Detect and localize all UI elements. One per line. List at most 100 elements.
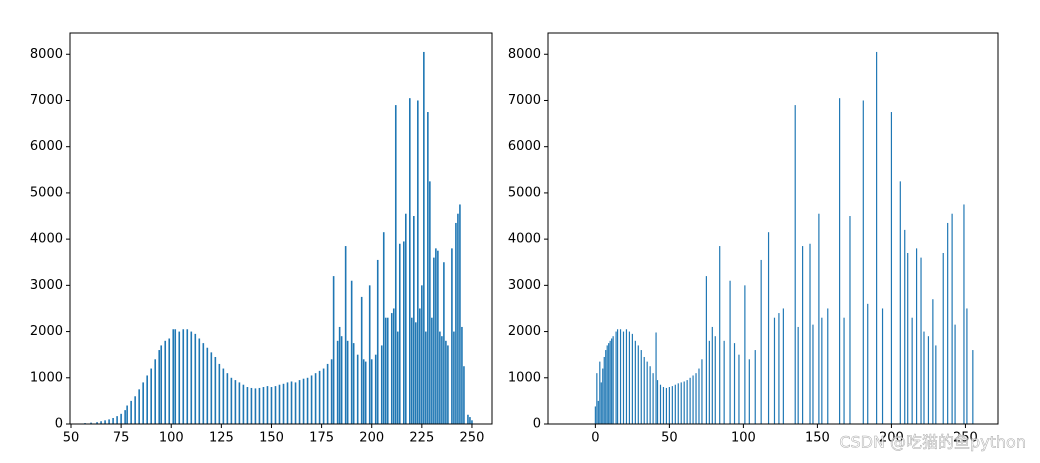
bar bbox=[218, 363, 221, 424]
bar bbox=[104, 420, 106, 424]
bar bbox=[461, 326, 463, 424]
bar bbox=[417, 100, 419, 424]
bar bbox=[602, 368, 604, 424]
bar bbox=[723, 340, 725, 424]
bar bbox=[606, 345, 608, 424]
bar bbox=[812, 324, 814, 424]
bar bbox=[326, 363, 329, 424]
bar bbox=[927, 336, 930, 424]
bar bbox=[662, 387, 665, 424]
bar bbox=[435, 248, 437, 424]
bar bbox=[600, 382, 602, 424]
bar bbox=[802, 246, 804, 424]
bar bbox=[794, 105, 796, 424]
bar bbox=[692, 375, 694, 424]
bar bbox=[202, 343, 205, 424]
bar bbox=[612, 336, 614, 424]
bar bbox=[290, 381, 293, 424]
bar bbox=[966, 308, 968, 424]
bar bbox=[677, 383, 679, 424]
bar bbox=[116, 416, 118, 424]
bar bbox=[778, 313, 780, 424]
y-tick-label: 5000 bbox=[30, 185, 63, 200]
bar bbox=[425, 331, 427, 424]
bar bbox=[890, 112, 893, 424]
bar bbox=[469, 417, 471, 424]
bar bbox=[429, 181, 431, 424]
bar bbox=[748, 359, 750, 424]
x-tick-label: 100 bbox=[159, 431, 184, 446]
bar bbox=[238, 382, 241, 424]
y-tick-label: 7000 bbox=[30, 93, 63, 108]
axes-frame bbox=[547, 32, 999, 425]
bar bbox=[471, 420, 473, 424]
bar bbox=[108, 419, 110, 424]
bar bbox=[174, 329, 177, 424]
y-tick-label: 4000 bbox=[30, 232, 63, 247]
bar bbox=[158, 350, 161, 424]
bar bbox=[760, 259, 762, 424]
y-tick-label: 7000 bbox=[508, 93, 541, 108]
bar bbox=[352, 343, 355, 424]
bar bbox=[262, 387, 265, 424]
bar bbox=[683, 381, 685, 424]
bar bbox=[457, 213, 459, 424]
bar bbox=[443, 262, 445, 424]
bar bbox=[821, 317, 823, 424]
bar bbox=[920, 257, 922, 424]
bar bbox=[126, 405, 128, 424]
bar bbox=[392, 308, 395, 424]
bar bbox=[818, 213, 820, 424]
bar bbox=[374, 354, 377, 424]
bar bbox=[455, 222, 457, 424]
bar bbox=[680, 382, 682, 424]
bar bbox=[605, 350, 607, 424]
bar bbox=[419, 308, 421, 424]
bar bbox=[230, 377, 233, 424]
bar bbox=[467, 414, 469, 424]
bar bbox=[172, 329, 175, 424]
watermark: CSDN @吃猫的鱼python bbox=[839, 433, 1026, 452]
bar bbox=[423, 51, 425, 425]
bar bbox=[625, 329, 628, 424]
bar bbox=[708, 340, 710, 424]
bar bbox=[278, 384, 281, 424]
y-tick-label: 8000 bbox=[508, 47, 541, 62]
bar bbox=[370, 359, 373, 424]
bar bbox=[656, 380, 659, 424]
bar bbox=[190, 331, 193, 424]
bar bbox=[904, 229, 906, 424]
bar bbox=[411, 317, 413, 424]
bar bbox=[254, 388, 257, 424]
bar bbox=[652, 373, 654, 424]
bar bbox=[597, 400, 599, 424]
bar bbox=[380, 345, 383, 424]
bar bbox=[242, 384, 245, 424]
bar bbox=[701, 359, 703, 424]
y-tick-label: 2000 bbox=[30, 324, 63, 339]
bar bbox=[142, 382, 144, 424]
bar bbox=[382, 232, 385, 424]
bar bbox=[862, 100, 864, 424]
bar bbox=[954, 324, 956, 424]
bar bbox=[134, 396, 136, 424]
y-tick-label: 1000 bbox=[30, 370, 63, 385]
bar bbox=[274, 386, 277, 424]
y-tick-label: 6000 bbox=[508, 139, 541, 154]
bar bbox=[445, 340, 447, 424]
bar bbox=[695, 373, 697, 424]
bar bbox=[298, 380, 301, 424]
bar bbox=[398, 243, 401, 424]
bar bbox=[310, 375, 313, 424]
bar bbox=[609, 340, 611, 424]
bar bbox=[112, 417, 114, 424]
bar bbox=[90, 422, 92, 424]
y-tick-label: 8000 bbox=[30, 47, 63, 62]
bar bbox=[738, 354, 740, 424]
bar bbox=[441, 336, 443, 424]
bar bbox=[714, 336, 716, 424]
bar bbox=[447, 345, 449, 424]
bar bbox=[809, 243, 811, 424]
x-tick-label: 200 bbox=[879, 431, 904, 446]
bar bbox=[390, 313, 393, 424]
